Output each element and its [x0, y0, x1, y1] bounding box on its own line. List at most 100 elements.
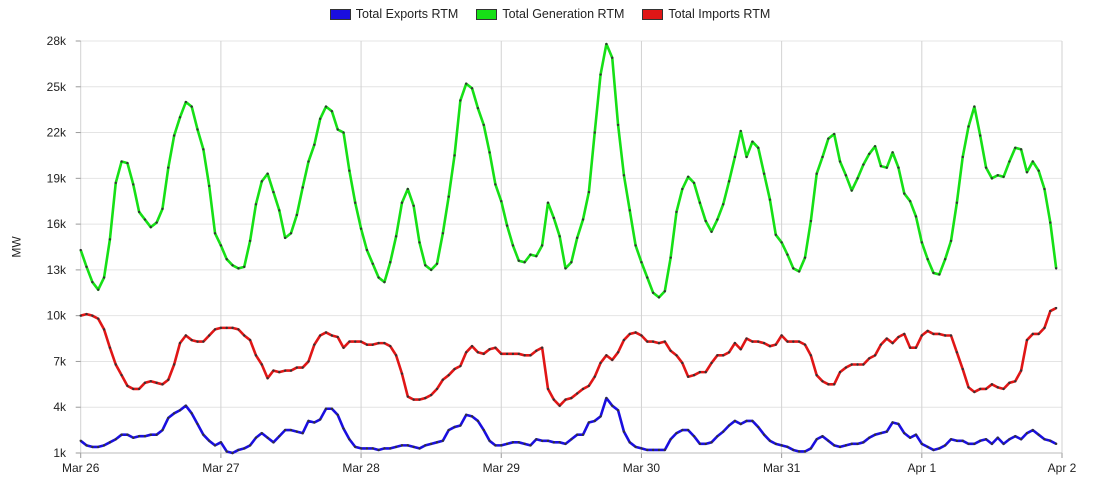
grid [80, 40, 1063, 454]
data-point-total-imports-rtm [803, 343, 807, 346]
data-point-total-generation-rtm [564, 267, 567, 270]
data-point-total-generation-rtm [219, 244, 223, 247]
data-point-total-generation-rtm [786, 253, 789, 256]
data-point-total-exports-rtm [739, 422, 742, 426]
data-point-total-generation-rtm [716, 218, 719, 221]
data-point-total-imports-rtm [751, 340, 754, 343]
data-point-total-exports-rtm [663, 448, 667, 452]
data-point-total-exports-rtm [500, 444, 503, 447]
data-point-total-exports-rtm [651, 448, 655, 452]
data-point-total-generation-rtm [739, 129, 742, 133]
data-point-total-generation-rtm [494, 183, 497, 186]
data-point-total-exports-rtm [885, 430, 888, 433]
x-tick-label: Mar 29 [483, 461, 521, 475]
data-point-total-exports-rtm [465, 413, 468, 417]
data-point-total-exports-rtm [470, 415, 474, 418]
data-point-total-generation-rtm [792, 267, 795, 270]
data-point-total-generation-rtm [996, 174, 999, 177]
data-point-total-imports-rtm [581, 387, 585, 391]
data-point-total-imports-rtm [552, 398, 556, 401]
data-point-total-generation-rtm [85, 265, 88, 269]
data-point-total-imports-rtm [535, 349, 538, 352]
data-point-total-exports-rtm [172, 412, 176, 415]
data-point-total-exports-rtm [581, 433, 585, 436]
data-point-total-exports-rtm [429, 442, 433, 446]
data-point-total-generation-rtm [663, 290, 667, 293]
data-point-total-imports-rtm [640, 334, 643, 337]
data-point-total-exports-rtm [394, 445, 398, 449]
data-point-total-exports-rtm [482, 428, 485, 432]
data-point-total-exports-rtm [120, 433, 123, 436]
data-point-total-generation-rtm [727, 180, 731, 183]
data-point-total-exports-rtm [646, 448, 649, 452]
data-point-total-imports-rtm [1037, 332, 1040, 336]
data-point-total-exports-rtm [278, 435, 281, 438]
data-point-total-exports-rtm [792, 448, 795, 452]
data-point-total-exports-rtm [984, 438, 988, 441]
data-point-total-imports-rtm [278, 370, 281, 374]
data-point-total-imports-rtm [891, 341, 894, 345]
data-point-total-generation-rtm [908, 200, 912, 203]
data-point-total-imports-rtm [424, 396, 427, 400]
data-point-total-exports-rtm [301, 431, 304, 435]
y-tick-label: 16k [47, 217, 67, 231]
data-point-total-exports-rtm [114, 438, 117, 441]
data-point-total-generation-rtm [447, 195, 450, 198]
data-point-total-imports-rtm [599, 361, 602, 365]
data-point-total-imports-rtm [570, 396, 573, 400]
data-point-total-imports-rtm [605, 354, 608, 357]
data-point-total-exports-rtm [149, 433, 152, 436]
data-point-total-exports-rtm [640, 447, 643, 450]
data-point-total-exports-rtm [1054, 442, 1058, 446]
y-tick-label: 4k [53, 400, 67, 414]
data-point-total-exports-rtm [231, 451, 234, 455]
data-point-total-imports-rtm [441, 378, 445, 381]
legend-item-exports[interactable]: Total Exports RTM [329, 7, 458, 21]
data-point-total-generation-rtm [161, 207, 164, 211]
data-point-total-generation-rtm [389, 261, 392, 264]
data-point-total-generation-rtm [762, 172, 766, 175]
data-point-total-exports-rtm [780, 444, 783, 447]
legend-item-imports[interactable]: Total Imports RTM [642, 7, 770, 21]
data-point-total-generation-rtm [634, 244, 637, 247]
data-point-total-imports-rtm [289, 369, 293, 372]
data-point-total-imports-rtm [219, 326, 223, 330]
data-point-total-generation-rtm [903, 192, 906, 195]
data-point-total-exports-rtm [692, 435, 696, 438]
data-point-total-exports-rtm [903, 431, 906, 435]
data-point-total-exports-rtm [862, 441, 865, 444]
data-point-total-imports-rtm [190, 338, 193, 342]
legend-item-generation[interactable]: Total Generation RTM [476, 7, 624, 21]
y-tick-label: 10k [47, 309, 67, 323]
data-point-total-generation-rtm [336, 128, 339, 131]
data-point-total-imports-rtm [523, 354, 526, 357]
data-point-total-imports-rtm [809, 354, 813, 357]
data-point-total-exports-rtm [938, 447, 941, 450]
data-point-total-exports-rtm [891, 421, 894, 424]
data-point-total-exports-rtm [424, 444, 427, 447]
data-point-total-exports-rtm [996, 436, 999, 439]
data-point-total-exports-rtm [248, 444, 252, 447]
data-point-total-generation-rtm [710, 230, 713, 233]
data-point-total-generation-rtm [505, 224, 509, 227]
data-point-total-generation-rtm [669, 256, 672, 259]
data-point-total-generation-rtm [628, 209, 631, 212]
data-point-total-exports-rtm [453, 425, 456, 429]
data-point-total-generation-rtm [400, 201, 404, 204]
data-point-total-imports-rtm [371, 343, 374, 346]
data-point-total-exports-rtm [494, 444, 497, 447]
data-point-total-imports-rtm [213, 328, 217, 331]
data-point-total-exports-rtm [377, 448, 380, 452]
data-point-total-generation-rtm [231, 264, 234, 267]
data-point-total-exports-rtm [1043, 438, 1046, 441]
data-point-total-exports-rtm [97, 445, 100, 449]
data-point-total-exports-rtm [552, 441, 556, 444]
data-point-total-imports-rtm [938, 332, 941, 336]
data-point-total-exports-rtm [318, 418, 322, 421]
data-point-total-exports-rtm [295, 430, 299, 433]
data-point-total-generation-rtm [260, 180, 263, 183]
data-point-total-exports-rtm [564, 442, 567, 446]
data-point-total-imports-rtm [313, 343, 316, 346]
data-point-total-exports-rtm [85, 444, 88, 447]
y-tick-label: 28k [47, 34, 67, 48]
